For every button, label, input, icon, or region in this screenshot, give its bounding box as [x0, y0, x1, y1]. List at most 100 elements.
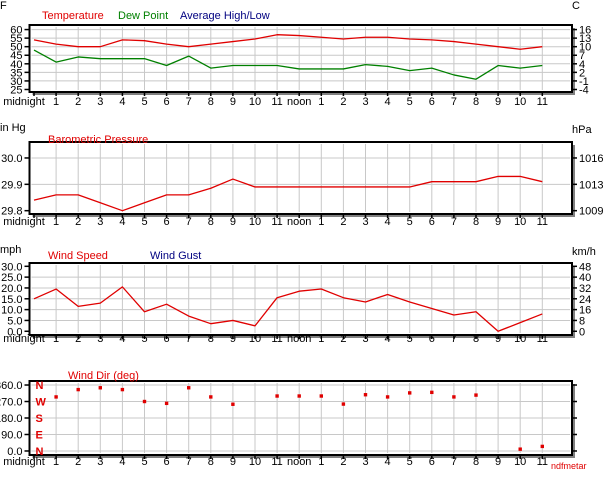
pressure-unit-hpa-label: hPa: [572, 124, 592, 136]
svg-text:7: 7: [186, 333, 192, 345]
svg-text:7: 7: [579, 50, 585, 62]
svg-text:3: 3: [97, 96, 103, 108]
svg-text:noon: noon: [287, 216, 311, 228]
svg-text:1016: 1016: [579, 153, 603, 165]
svg-text:0.0: 0.0: [7, 326, 22, 338]
svg-text:30: 30: [10, 76, 22, 88]
svg-text:5: 5: [141, 456, 147, 468]
series-line: [33, 34, 543, 50]
series-line: [33, 286, 543, 332]
svg-text:noon: noon: [287, 456, 311, 468]
svg-text:10: 10: [249, 456, 261, 468]
svg-text:10: 10: [514, 216, 526, 228]
x-axis: midnight 1 2 3 4 5 6 7 8 9 10 11 noon 1 2 3 4 5 6 7 8 9 10 11: [3, 91, 548, 108]
svg-text:8: 8: [473, 456, 479, 468]
svg-text:8: 8: [208, 456, 214, 468]
svg-text:4: 4: [119, 333, 125, 345]
svg-text:9: 9: [230, 216, 236, 228]
svg-text:2: 2: [340, 96, 346, 108]
svg-text:3: 3: [97, 456, 103, 468]
svg-text:0: 0: [579, 326, 585, 338]
svg-text:3: 3: [362, 216, 368, 228]
svg-text:E: E: [36, 429, 43, 441]
svg-text:24: 24: [579, 294, 591, 306]
svg-text:5: 5: [141, 216, 147, 228]
svg-text:7: 7: [451, 96, 457, 108]
svg-text:8: 8: [473, 96, 479, 108]
svg-text:1: 1: [53, 216, 59, 228]
svg-text:0.0: 0.0: [7, 446, 22, 458]
svg-text:40: 40: [10, 59, 22, 71]
svg-text:5: 5: [141, 96, 147, 108]
svg-text:5.0: 5.0: [7, 315, 22, 327]
svg-text:9: 9: [230, 96, 236, 108]
svg-text:4: 4: [119, 96, 125, 108]
temperature-unit-c-label: C: [572, 0, 580, 12]
svg-text:360.0: 360.0: [0, 380, 23, 392]
series-line: [33, 49, 543, 80]
legend-temperature: Temperature: [42, 10, 104, 22]
svg-text:midnight: midnight: [3, 456, 45, 468]
x-axis: midnight 1 2 3 4 5 6 7 8 9 10 11 noon 1 2 3 4 5 6 7 8 9 10 11: [3, 333, 548, 345]
svg-text:6: 6: [164, 456, 170, 468]
svg-text:11: 11: [271, 216, 282, 228]
svg-text:11: 11: [537, 216, 548, 228]
svg-text:45: 45: [10, 50, 22, 62]
svg-text:6: 6: [164, 216, 170, 228]
svg-text:6: 6: [429, 333, 435, 345]
svg-text:10: 10: [579, 42, 591, 54]
svg-text:4: 4: [385, 216, 391, 228]
legend-wind-gust: Wind Gust: [150, 250, 202, 262]
svg-text:6: 6: [164, 96, 170, 108]
y-axis: 30.0 48 25.0 40 20.0 32 15.0 24 10.0 16 5.0 8 0.0 0: [1, 261, 591, 338]
svg-text:11: 11: [271, 96, 282, 108]
svg-text:11: 11: [537, 456, 548, 468]
svg-text:-4: -4: [579, 84, 589, 96]
x-axis: midnight 1 2 3 4 5 6 7 8 9 10 11 noon 1 2 3 4 5 6 7 8 9 10 11: [3, 213, 548, 228]
svg-text:4: 4: [385, 456, 391, 468]
svg-text:5: 5: [407, 96, 413, 108]
svg-text:8: 8: [473, 333, 479, 345]
svg-text:32: 32: [579, 283, 591, 295]
svg-text:4: 4: [385, 96, 391, 108]
legend-dew-point: Dew Point: [118, 10, 169, 22]
svg-text:3: 3: [362, 333, 368, 345]
wind-unit-kmh-label: km/h: [572, 246, 596, 258]
svg-text:6: 6: [429, 216, 435, 228]
svg-text:30.0: 30.0: [1, 153, 22, 165]
svg-text:-1: -1: [579, 76, 589, 88]
svg-text:1: 1: [318, 333, 324, 345]
svg-text:9: 9: [495, 456, 501, 468]
svg-text:5: 5: [407, 456, 413, 468]
svg-text:1: 1: [53, 456, 59, 468]
series-points: [54, 386, 544, 451]
svg-text:4: 4: [579, 59, 585, 71]
svg-text:8: 8: [473, 216, 479, 228]
svg-text:11: 11: [271, 456, 282, 468]
svg-text:9: 9: [495, 96, 501, 108]
svg-text:11: 11: [537, 96, 548, 108]
svg-text:8: 8: [579, 315, 585, 327]
svg-text:10.0: 10.0: [1, 305, 22, 317]
watermark-text: ndfmetar: [551, 461, 587, 471]
wind-unit-mph-label: mph: [0, 244, 22, 256]
svg-text:9: 9: [495, 333, 501, 345]
svg-text:6: 6: [164, 333, 170, 345]
svg-text:5: 5: [407, 216, 413, 228]
svg-text:noon: noon: [287, 96, 311, 108]
svg-text:25: 25: [10, 84, 22, 96]
svg-text:1: 1: [318, 456, 324, 468]
svg-text:2: 2: [579, 67, 585, 79]
svg-text:2: 2: [75, 216, 81, 228]
svg-text:4: 4: [119, 216, 125, 228]
svg-text:2: 2: [75, 96, 81, 108]
y-axis: 360.0 N 270.0 W 180.0 S 90.0 E 0.0 N: [0, 380, 577, 458]
svg-text:29.9: 29.9: [1, 179, 22, 191]
svg-text:1: 1: [53, 96, 59, 108]
svg-text:5: 5: [141, 333, 147, 345]
svg-text:S: S: [36, 413, 43, 425]
plot-border: [28, 141, 573, 215]
